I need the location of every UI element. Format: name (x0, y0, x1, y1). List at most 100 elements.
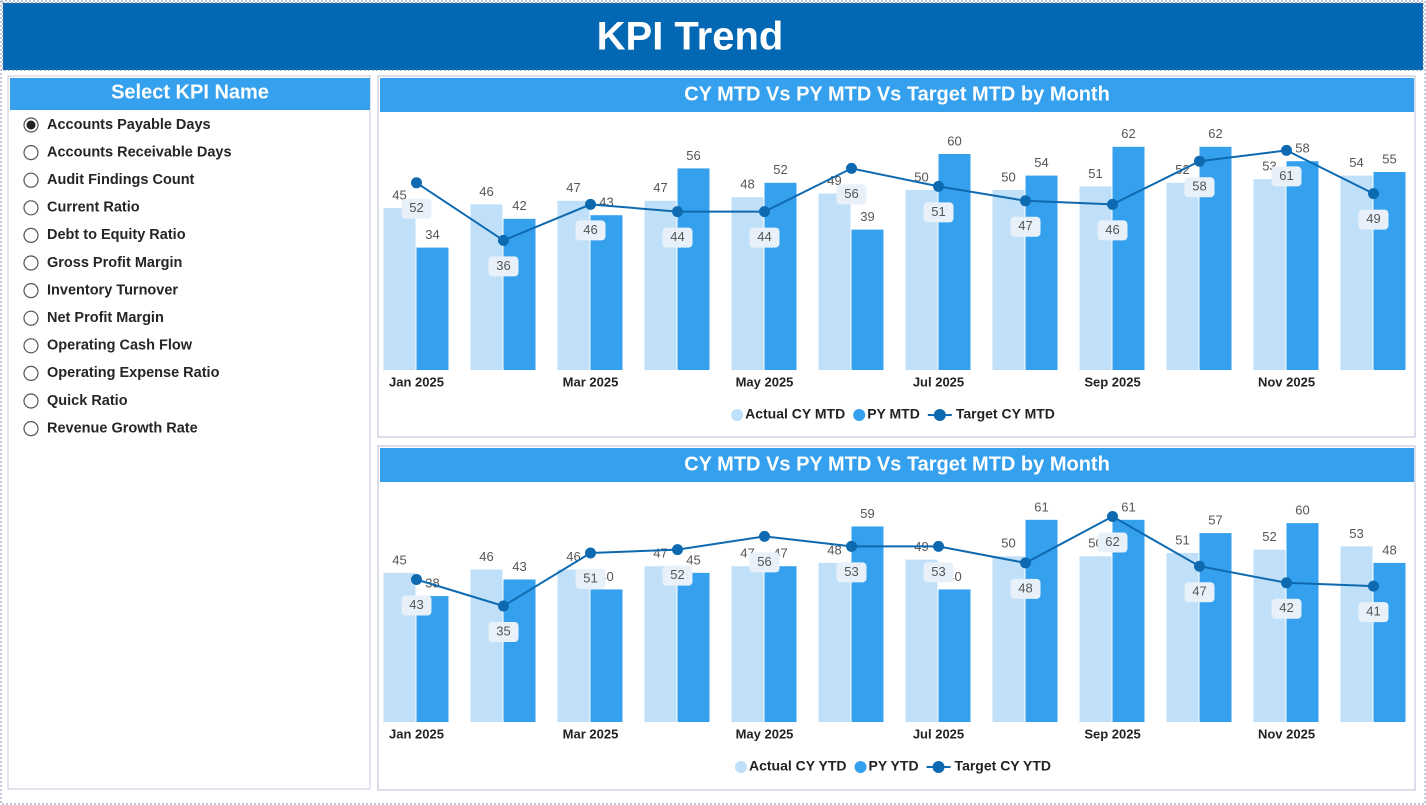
radio-button[interactable] (23, 172, 39, 188)
slicer-option[interactable]: Operating Cash Flow (23, 338, 193, 354)
slicer-option[interactable]: Inventory Turnover (23, 282, 178, 299)
x-tick-label: Jul 2025 (913, 374, 964, 389)
option-label[interactable]: Accounts Payable Days (47, 117, 211, 133)
label-box (923, 562, 954, 583)
slicer-option[interactable]: Net Profit Margin (23, 310, 164, 326)
radio-button[interactable] (23, 393, 39, 409)
x-tick-label: Mar 2025 (563, 726, 619, 741)
data-label: 46 (479, 549, 493, 564)
label-box (1010, 216, 1041, 237)
bar (731, 566, 764, 722)
label-box (1271, 598, 1302, 619)
data-label: 44 (670, 229, 684, 244)
option-label[interactable]: Current Ratio (47, 200, 140, 216)
legend: Actual CY MTD PY MTD Target CY MTD (731, 406, 1055, 422)
data-label: 48 (1382, 542, 1396, 557)
data-label: 47 (653, 546, 667, 561)
option-label[interactable]: Inventory Turnover (47, 282, 178, 298)
data-label: 52 (409, 200, 423, 215)
option-label[interactable]: Accounts Receivable Days (47, 144, 232, 160)
data-label: 46 (583, 222, 597, 237)
legend: Actual CY YTD PY YTD Target CY YTD (734, 758, 1051, 774)
line-marker (498, 600, 509, 612)
option-label[interactable]: Gross Profit Margin (47, 255, 182, 271)
chart-title: CY MTD Vs PY MTD Vs Target MTD by Month (684, 453, 1110, 475)
option-label[interactable]: Debt to Equity Ratio (47, 227, 186, 243)
line-marker (1368, 580, 1379, 592)
bar (818, 562, 851, 722)
bar (731, 197, 764, 370)
data-label: 45 (392, 187, 406, 202)
line-marker (1107, 511, 1118, 523)
data-label: 49 (827, 173, 841, 188)
slicer-option[interactable]: Gross Profit Margin (23, 255, 182, 271)
bar (677, 168, 710, 370)
slicer-option[interactable]: Debt to Equity Ratio (23, 227, 186, 243)
radio-button[interactable] (23, 255, 39, 271)
slicer-option[interactable]: Current Ratio (23, 200, 140, 216)
data-label: 56 (757, 554, 771, 569)
slicer-option[interactable]: Operating Expense Ratio (23, 365, 220, 381)
data-label: 48 (740, 177, 754, 192)
label-box (488, 256, 519, 277)
x-tick-label: Nov 2025 (1258, 374, 1315, 389)
bar (1286, 161, 1319, 370)
chart-panel (377, 445, 1416, 791)
radio-button[interactable] (23, 365, 39, 381)
bar (818, 193, 851, 370)
option-label[interactable]: Quick Ratio (47, 393, 128, 409)
legend-label: Actual CY YTD (749, 758, 847, 774)
x-tick-label: Sep 2025 (1084, 726, 1140, 741)
bar (1373, 172, 1406, 370)
label-box (401, 198, 432, 219)
slicer-option[interactable]: Accounts Payable Days (23, 117, 211, 133)
data-label: 58 (1295, 141, 1309, 156)
data-label: 44 (757, 229, 771, 244)
bar (503, 579, 536, 722)
radio-button[interactable] (23, 283, 39, 299)
bar (416, 247, 449, 370)
data-label: 50 (1001, 536, 1015, 551)
radio-button[interactable] (23, 227, 39, 243)
option-label[interactable]: Revenue Growth Rate (47, 420, 198, 436)
data-label: 41 (1366, 604, 1380, 619)
data-label: 42 (512, 198, 526, 213)
bar (1079, 186, 1112, 370)
data-label: 42 (1279, 600, 1293, 615)
data-label: 50 (914, 169, 928, 184)
radio-dot (26, 120, 36, 130)
data-label: 38 (425, 575, 439, 590)
option-label[interactable]: Operating Cash Flow (47, 338, 193, 354)
data-label: 51 (1175, 532, 1189, 547)
x-tick-label: May 2025 (736, 726, 794, 741)
bar (1166, 552, 1199, 722)
label-box (575, 568, 606, 589)
line-marker (933, 540, 944, 552)
line-marker (672, 206, 683, 218)
data-label: 47 (566, 180, 580, 195)
data-label: 56 (844, 186, 858, 201)
data-label: 57 (1208, 513, 1222, 528)
x-tick-label: Jan 2025 (389, 726, 444, 741)
bar (1253, 549, 1286, 722)
option-label[interactable]: Operating Expense Ratio (47, 365, 220, 381)
slicer-option[interactable]: Quick Ratio (23, 393, 128, 409)
bar (557, 569, 590, 722)
bar (1286, 523, 1319, 722)
radio-button[interactable] (23, 145, 39, 161)
radio-button[interactable] (23, 200, 39, 216)
data-label: 54 (1349, 155, 1363, 170)
legend-marker (933, 409, 946, 421)
option-label[interactable]: Net Profit Margin (47, 310, 164, 326)
data-label: 45 (392, 552, 406, 567)
option-label[interactable]: Audit Findings Count (47, 172, 195, 188)
label-box (575, 220, 606, 241)
slicer-option[interactable]: Audit Findings Count (23, 172, 195, 188)
legend-label: Target CY MTD (956, 406, 1055, 422)
radio-button[interactable] (23, 310, 39, 326)
radio-button[interactable] (23, 421, 39, 437)
slicer-option[interactable]: Revenue Growth Rate (23, 420, 198, 437)
slicer-option[interactable]: Accounts Receivable Days (23, 144, 232, 161)
line-series (416, 515, 1374, 608)
radio-button[interactable] (23, 338, 39, 354)
